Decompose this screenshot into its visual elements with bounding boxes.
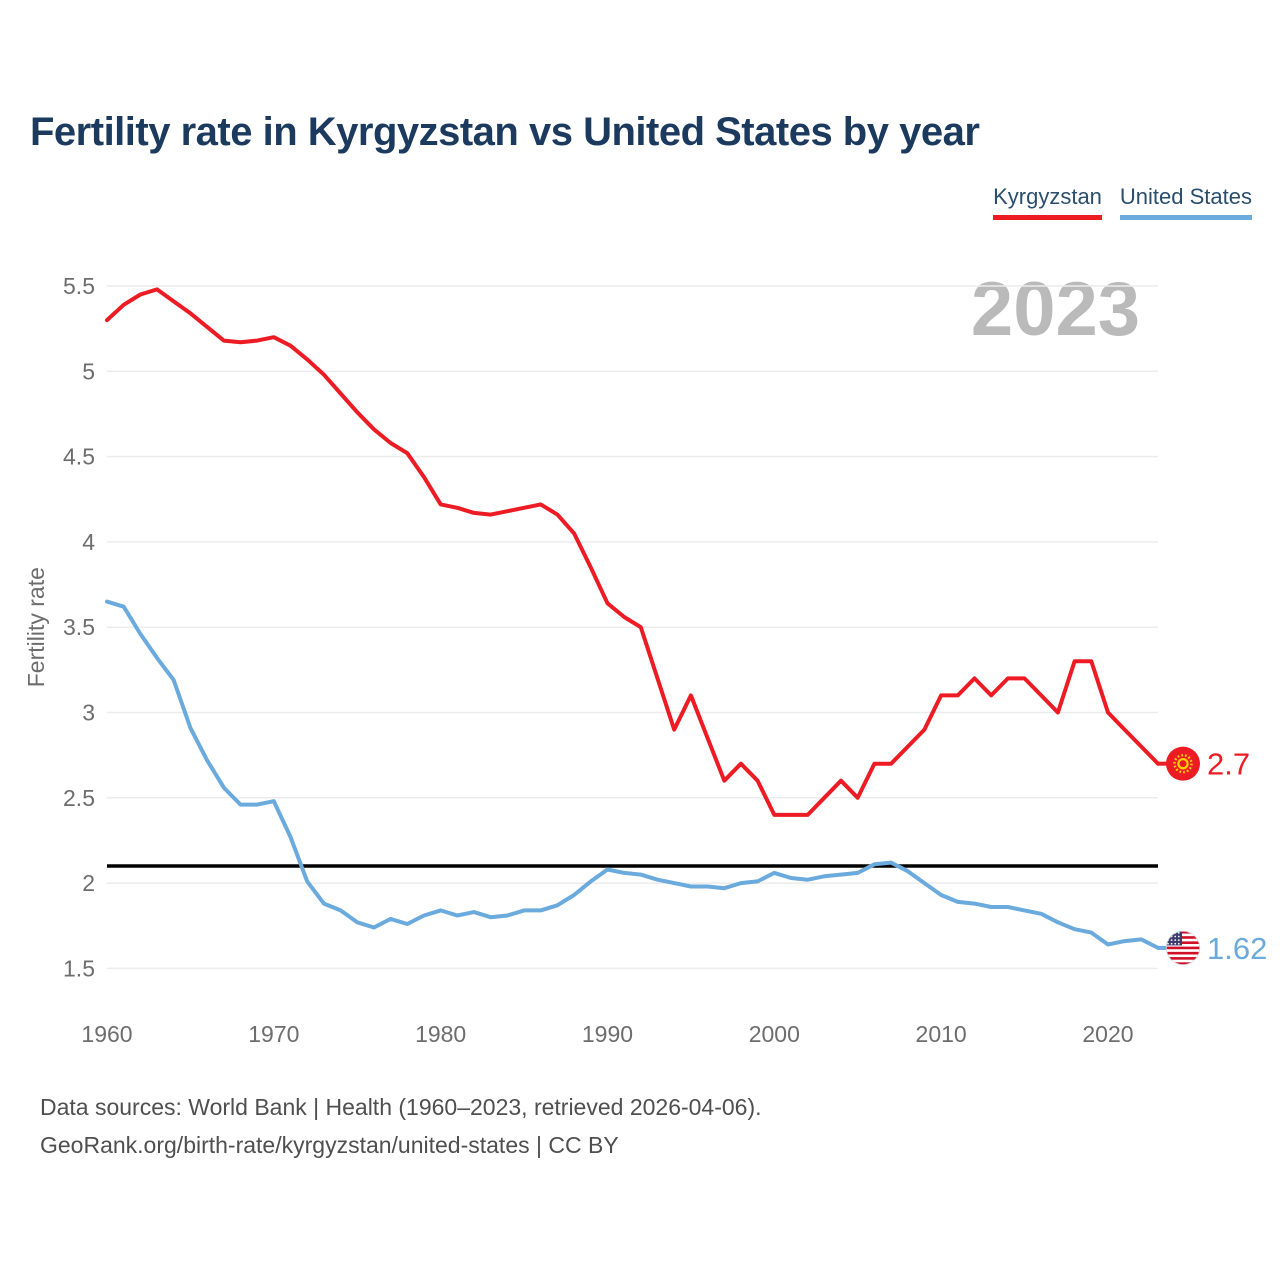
data-sources-text: Data sources: World Bank | Health (1960–… xyxy=(40,1094,762,1120)
gridlines: 1.5 2 2.5 3 3.5 4 4.5 5 5.5 xyxy=(63,273,1158,981)
y-tick-label: 2 xyxy=(82,870,95,896)
y-tick-label: 1.5 xyxy=(63,955,95,981)
x-axis-labels: 1960 1970 1980 1990 2000 2010 2020 xyxy=(81,1021,1133,1047)
x-tick-label: 1980 xyxy=(415,1021,466,1047)
y-tick-label: 2.5 xyxy=(63,785,95,811)
y-tick-label: 5.5 xyxy=(63,273,95,299)
y-tick-label: 4.5 xyxy=(63,444,95,470)
current-year-watermark: 2023 xyxy=(971,272,1140,348)
legend-item-kyrgyzstan[interactable]: Kyrgyzstan xyxy=(993,184,1102,220)
x-tick-label: 1990 xyxy=(582,1021,633,1047)
x-tick-label: 1970 xyxy=(248,1021,299,1047)
series-line-kyrgyzstan xyxy=(105,287,1160,817)
x-tick-label: 1960 xyxy=(81,1021,132,1047)
end-value-label-united-states: 1.62 xyxy=(1207,931,1267,966)
y-tick-label: 3 xyxy=(82,700,95,726)
y-tick-label: 4 xyxy=(82,529,95,555)
end-value-label-kyrgyzstan: 2.7 xyxy=(1207,747,1250,782)
y-axis-title: Fertility rate xyxy=(23,567,49,687)
y-tick-label: 5 xyxy=(82,358,95,384)
legend-item-united-states[interactable]: United States xyxy=(1119,184,1252,220)
series-line-united-states xyxy=(105,599,1160,950)
x-tick-label: 2020 xyxy=(1082,1021,1133,1047)
x-tick-label: 2000 xyxy=(749,1021,800,1047)
legend: Kyrgyzstan United States xyxy=(993,184,1252,220)
y-tick-label: 3.5 xyxy=(63,614,95,640)
kyrgyzstan-flag-icon xyxy=(1166,746,1200,781)
page-title: Fertility rate in Kyrgyzstan vs United S… xyxy=(30,110,980,154)
source-link[interactable]: GeoRank.org/birth-rate/kyrgyzstan/united… xyxy=(40,1132,619,1158)
x-tick-label: 2010 xyxy=(916,1021,967,1047)
us-flag-icon xyxy=(1165,930,1201,966)
footer: Data sources: World Bank | Health (1960–… xyxy=(40,1088,762,1164)
